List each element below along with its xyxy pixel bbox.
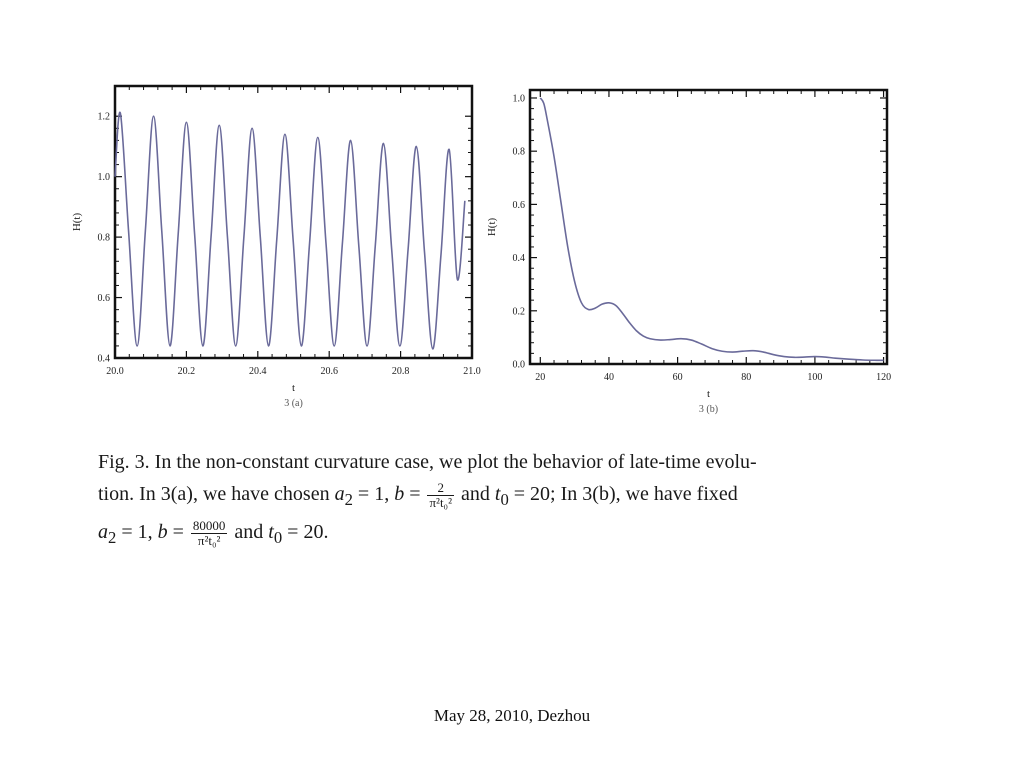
- chart-3b-xtick-label: 100: [807, 372, 822, 383]
- chart-3b-xtick-label: 20: [535, 372, 545, 383]
- caption-line-2: tion. In 3(a), we have chosen a2 = 1, b …: [98, 479, 738, 510]
- chart-3b-ytick-label: 0.4: [513, 253, 526, 264]
- chart-3b-ylabel: H(t): [488, 218, 498, 237]
- chart-3b-xlabel: t: [707, 388, 710, 400]
- caption-line-1: Fig. 3. In the non-constant curvature ca…: [98, 451, 757, 473]
- chart-3a-series-line: [114, 111, 466, 350]
- figure-caption: Fig. 3. In the non-constant curvature ca…: [98, 446, 910, 554]
- footer-text: May 28, 2010, Dezhou: [433, 706, 591, 725]
- chart-3b-ytick-label: 0.6: [513, 200, 526, 211]
- chart-3b-xtick-label: 80: [741, 372, 751, 383]
- chart-3b-ytick-label: 0.8: [513, 147, 526, 158]
- chart-3a-sublabel: 3 (a): [284, 398, 303, 409]
- chart-3a-xtick-label: 20.6: [320, 366, 338, 377]
- fraction-1: 2 π²t₀²: [427, 479, 454, 510]
- fraction-2: 80000 π²t₀²: [190, 517, 228, 548]
- chart-3a-ytick-label: 0.4: [98, 354, 111, 365]
- chart-3a-ytick-label: 1.0: [98, 172, 111, 183]
- chart-3b: 20 40 60 80 100 120 0.0 0.2 0.4 0.6 0.8 1.0 t H(t) 3 (…: [488, 88, 891, 415]
- chart-3a-frame: [113, 84, 474, 360]
- chart-3a: 20.0 20.2 20.4 20.6 20.8 21.0 0.4 0.6 0.8 1.0 1.2 t…: [71, 84, 481, 409]
- chart-3b-sublabel: 3 (b): [699, 404, 718, 415]
- chart-3a-xtick-label: 20.0: [106, 366, 124, 377]
- chart-3b-xtick-label: 60: [673, 372, 683, 383]
- chart-3b-ytick-label: 1.0: [513, 93, 526, 104]
- chart-3b-xtick-label: 120: [876, 372, 891, 383]
- chart-3a-ytick-label: 0.8: [98, 233, 111, 244]
- chart-3b-ytick-label: 0.2: [513, 306, 526, 317]
- chart-3b-series-line: [539, 97, 884, 362]
- chart-3b-xtick-label: 40: [604, 372, 614, 383]
- chart-3a-ytick-label: 1.2: [98, 112, 111, 123]
- chart-3a-xtick-label: 20.4: [249, 366, 266, 377]
- chart-3b-frame: [528, 88, 889, 366]
- chart-3b-ytick-label: 0.0: [513, 360, 526, 371]
- caption-line-3: a2 = 1, b = 80000 π²t₀² and t0 = 20.: [98, 517, 329, 548]
- chart-3a-xtick-label: 20.2: [178, 366, 196, 377]
- chart-3a-xlabel: t: [292, 382, 295, 394]
- chart-3a-xtick-label: 21.0: [463, 366, 481, 377]
- chart-3a-ytick-label: 0.6: [98, 293, 111, 304]
- chart-3a-xtick-label: 20.8: [392, 366, 410, 377]
- chart-3a-ylabel: H(t): [71, 213, 83, 232]
